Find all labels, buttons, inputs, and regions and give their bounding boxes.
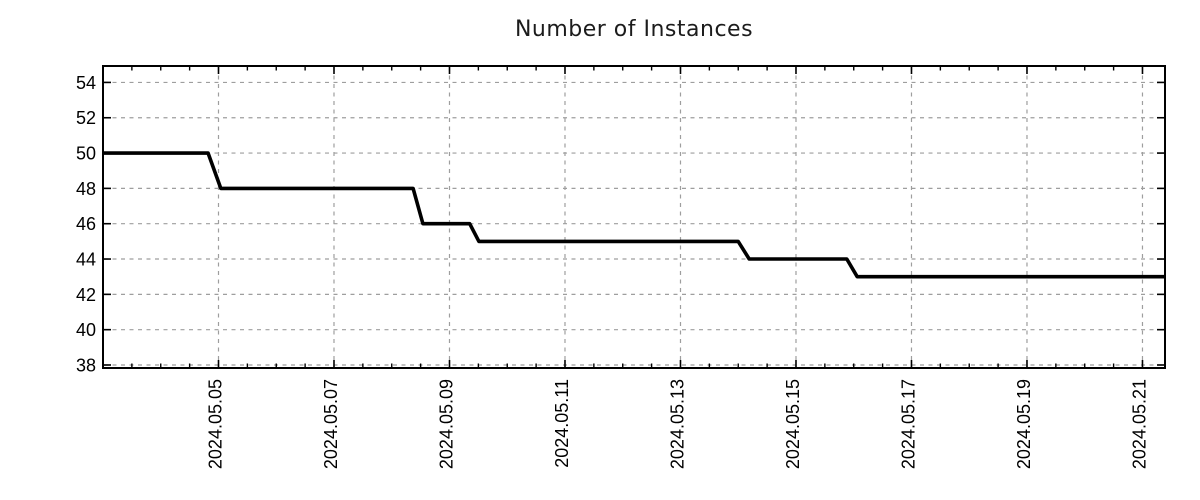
series-line [103,151,1165,279]
x-tick-label: 2024.05.07 [321,379,341,469]
x-tick-label: 2024.05.15 [783,379,803,469]
chart-title: Number of Instances [514,17,754,42]
y-tick-label: 44 [76,250,96,270]
x-tick-label: 2024.05.19 [1014,379,1034,469]
x-tick-label: 2024.05.09 [436,379,456,469]
plot-border [102,65,1166,369]
y-tick-label: 38 [76,355,96,375]
y-tick-label: 50 [76,144,96,164]
x-tick-label: 2024.05.13 [667,379,687,469]
x-tick-label: 2024.05.05 [205,379,225,469]
x-tick-label: 2024.05.21 [1129,379,1149,469]
x-tick-label: 2024.05.17 [898,379,918,469]
y-tick-label: 52 [76,108,96,128]
y-tick-label: 42 [76,285,96,305]
y-tick-label: 48 [76,179,96,199]
y-tick-label: 54 [76,73,96,93]
x-tick-label: 2024.05.11 [552,379,572,468]
y-tick-label: 40 [76,320,96,340]
y-tick-label: 46 [76,214,96,234]
